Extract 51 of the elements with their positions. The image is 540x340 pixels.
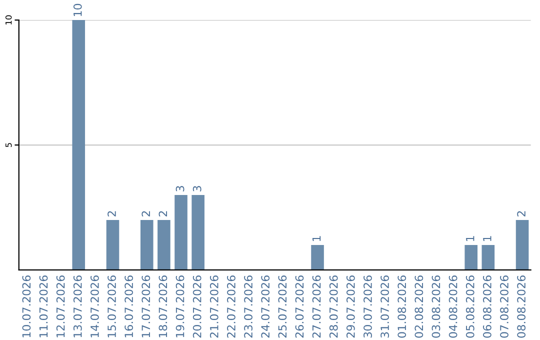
x-tick-label: 31.07.2026 bbox=[380, 276, 389, 338]
data-label: 3 bbox=[176, 186, 184, 192]
bar bbox=[192, 194, 204, 270]
bar bbox=[311, 244, 324, 270]
x-tick-label: 01.08.2026 bbox=[398, 276, 406, 338]
x-tick-label: 28.07.2026 bbox=[329, 276, 338, 338]
x-tick-label: 30.07.2026 bbox=[364, 276, 372, 338]
x-tick-label: 05.08.2026 bbox=[466, 276, 474, 338]
data-label: 1 bbox=[466, 236, 474, 241]
x-tick-label: 23.07.2026 bbox=[244, 276, 252, 338]
x-tick-label: 12.07.2026 bbox=[56, 276, 65, 338]
x-tick-label: 21.07.2026 bbox=[210, 276, 218, 338]
x-tick-label: 03.08.2026 bbox=[432, 276, 440, 338]
x-tick-label: 26.07.2026 bbox=[295, 276, 304, 338]
bar bbox=[106, 220, 120, 270]
bar bbox=[464, 244, 478, 270]
x-tick-label: 18.07.2026 bbox=[158, 276, 168, 338]
x-tick-label: 15.07.2026 bbox=[108, 276, 116, 338]
x-tick-label: 13.07.2026 bbox=[73, 276, 82, 338]
x-tick-label: 25.07.2026 bbox=[278, 276, 287, 338]
x-tick-label: 08.08.2026 bbox=[517, 276, 526, 338]
x-tick-label: 04.08.2026 bbox=[448, 276, 458, 338]
x-tick-label: 22.07.2026 bbox=[227, 276, 236, 338]
data-label: 10 bbox=[73, 4, 82, 16]
x-tick-label: 29.07.2026 bbox=[346, 276, 355, 338]
x-tick-label: 02.08.2026 bbox=[414, 276, 424, 338]
x-tick-label: 27.07.2026 bbox=[312, 276, 321, 338]
x-tick-label: 07.08.2026 bbox=[500, 276, 508, 338]
x-tick-label: 19.07.2026 bbox=[176, 276, 184, 338]
x-tick-label: 06.08.2026 bbox=[482, 276, 492, 338]
data-label: 3 bbox=[192, 186, 202, 192]
data-label: 2 bbox=[517, 211, 526, 216]
bar bbox=[482, 244, 495, 270]
bar bbox=[158, 220, 170, 270]
data-label: 2 bbox=[108, 211, 116, 216]
data-label: 1 bbox=[483, 236, 492, 241]
bar bbox=[72, 20, 86, 270]
data-label: 2 bbox=[142, 211, 150, 216]
x-tick-label: 16.07.2026 bbox=[124, 276, 134, 338]
bar bbox=[174, 194, 188, 270]
x-tick-label: 17.07.2026 bbox=[142, 276, 150, 338]
data-label: 2 bbox=[158, 211, 168, 216]
x-tick-label: 11.07.2026 bbox=[39, 276, 48, 338]
x-tick-label: 14.07.2026 bbox=[90, 276, 99, 338]
y-tick-label: 5 bbox=[6, 143, 12, 148]
bar bbox=[516, 220, 529, 270]
bar bbox=[140, 220, 154, 270]
x-tick-label: 10.07.2026 bbox=[22, 276, 31, 338]
data-label: 1 bbox=[312, 236, 321, 241]
x-tick-label: 20.07.2026 bbox=[192, 276, 202, 338]
x-tick-label: 24.07.2026 bbox=[261, 276, 270, 338]
